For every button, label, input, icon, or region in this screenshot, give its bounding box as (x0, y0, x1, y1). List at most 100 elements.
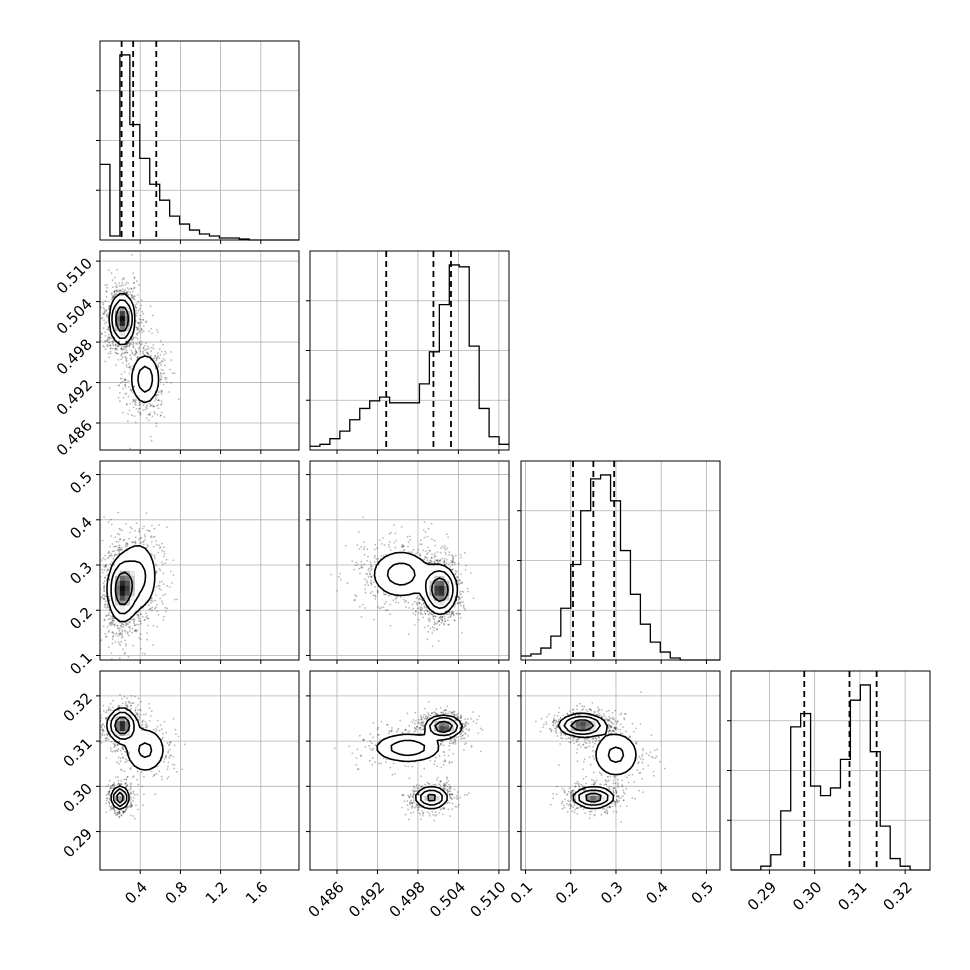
sample-point (138, 331, 140, 334)
sample-point (100, 639, 103, 641)
sample-point (174, 598, 176, 601)
sample-point (165, 377, 168, 379)
sample-point (130, 296, 133, 299)
density-cell (144, 385, 151, 391)
sample-point (426, 610, 429, 613)
sample-point (451, 568, 454, 571)
sample-point (112, 632, 115, 635)
sample-point (420, 604, 423, 606)
density-cell (129, 570, 136, 576)
sample-point (423, 536, 426, 539)
sample-point (105, 290, 108, 293)
sample-point (142, 352, 145, 355)
density-cell (119, 310, 126, 317)
sample-point (102, 312, 105, 314)
sample-point (130, 253, 133, 256)
sample-point (138, 347, 140, 350)
sample-point (403, 548, 405, 551)
sample-point (366, 559, 368, 562)
sample-point (435, 615, 437, 618)
sample-point (119, 391, 121, 394)
sample-point (118, 633, 120, 635)
sample-point (125, 522, 128, 525)
sample-point (163, 546, 165, 549)
sample-point (146, 348, 149, 350)
sample-point (107, 614, 109, 616)
sample-point (162, 594, 165, 597)
sample-point (114, 348, 117, 351)
sample-point (160, 411, 163, 414)
sample-point (419, 606, 422, 609)
sample-point (114, 623, 117, 625)
sample-point (160, 376, 163, 379)
density-cell (139, 355, 146, 361)
sample-point (109, 617, 111, 620)
sample-point (438, 620, 440, 623)
density-cell (124, 590, 131, 596)
sample-point (110, 535, 113, 537)
sample-point (132, 336, 135, 339)
sample-point (445, 553, 448, 556)
sample-point (430, 522, 433, 525)
sample-point (150, 607, 153, 610)
density-cell (144, 390, 151, 396)
sample-point (437, 620, 440, 622)
sample-point (101, 316, 104, 319)
sample-point (372, 581, 375, 584)
sample-point (119, 621, 122, 624)
sample-point (124, 639, 126, 642)
density-cell (134, 385, 141, 391)
sample-point (114, 276, 116, 279)
sample-point (443, 560, 446, 562)
density-cell (139, 360, 146, 366)
sample-point (431, 645, 434, 647)
sample-point (112, 619, 114, 622)
sample-point (108, 337, 111, 339)
density-cell (129, 575, 136, 581)
sample-point (401, 543, 404, 546)
sample-point (121, 282, 124, 284)
sample-point (129, 630, 131, 632)
sample-point (103, 565, 105, 568)
sample-point (110, 292, 113, 294)
sample-point (148, 330, 150, 333)
sample-point (120, 373, 123, 376)
sample-point (102, 303, 105, 306)
sample-point (109, 344, 112, 347)
sample-point (116, 352, 118, 355)
sample-point (137, 355, 139, 358)
sample-point (169, 570, 172, 573)
sample-point (115, 290, 118, 293)
sample-point (132, 341, 134, 344)
sample-point (150, 536, 152, 539)
sample-point (139, 638, 142, 641)
sample-point (164, 378, 167, 381)
sample-point (130, 287, 133, 290)
sample-point (426, 553, 428, 556)
sample-point (111, 631, 114, 634)
sample-point (121, 626, 123, 628)
sample-point (119, 377, 122, 380)
sample-point (108, 336, 111, 339)
sample-point (155, 606, 157, 608)
sample-point (104, 339, 107, 342)
density-cell (134, 360, 141, 366)
scatter-panel-1-0 (99, 250, 300, 451)
sample-point (117, 396, 120, 399)
sample-point (107, 556, 110, 558)
sample-point (395, 539, 397, 542)
sample-point (105, 309, 108, 311)
sample-point (430, 557, 433, 559)
density-cell (144, 375, 151, 381)
sample-point (423, 606, 426, 609)
sample-point (138, 342, 141, 345)
sample-point (360, 615, 363, 618)
sample-point (125, 349, 128, 352)
sample-point (97, 567, 99, 569)
sample-point (120, 348, 122, 350)
sample-point (116, 347, 118, 350)
sample-point (462, 601, 465, 603)
sample-point (110, 293, 113, 296)
density-cell (124, 570, 131, 576)
sample-point (441, 618, 444, 621)
